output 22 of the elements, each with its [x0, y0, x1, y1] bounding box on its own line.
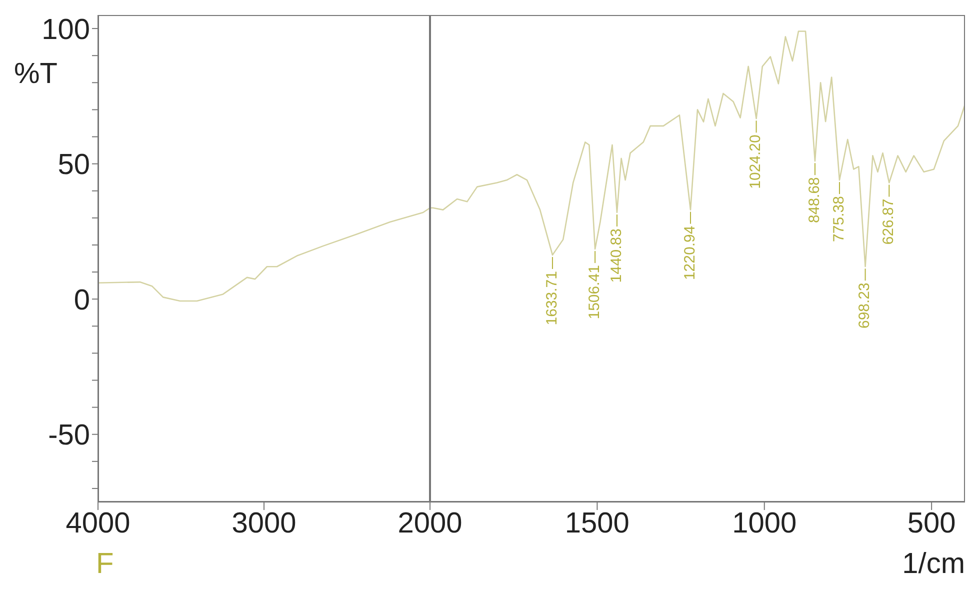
x-tick-label: 1500	[564, 508, 630, 540]
x-tick-label: 2000	[398, 508, 462, 540]
annotation: 1506.41	[586, 265, 604, 320]
x-tick-label: 500	[907, 508, 956, 540]
annotation: 1220.94	[681, 226, 698, 280]
x-tick-label: 4000	[66, 508, 130, 540]
annotation: 848.68	[806, 177, 823, 223]
annotation: 626.87	[880, 198, 898, 245]
x-axis-title: 1/cm	[902, 548, 965, 580]
annotation: 775.38	[830, 196, 848, 242]
x-tick-label: 3000	[232, 508, 296, 540]
annotation: 698.23	[856, 282, 874, 329]
y-tick-label: 0	[74, 284, 90, 316]
y-tick-label: -50	[48, 420, 90, 452]
annotation: 1024.20	[747, 134, 764, 189]
text: F	[96, 548, 114, 580]
y-axis-title: %T	[14, 58, 58, 90]
annotation: 1633.71	[543, 270, 560, 326]
y-tick-label: 100	[42, 14, 90, 46]
x-tick-label: 1000	[732, 508, 797, 540]
y-tick-label: 50	[58, 149, 90, 182]
annotation: 1440.83	[608, 228, 625, 283]
